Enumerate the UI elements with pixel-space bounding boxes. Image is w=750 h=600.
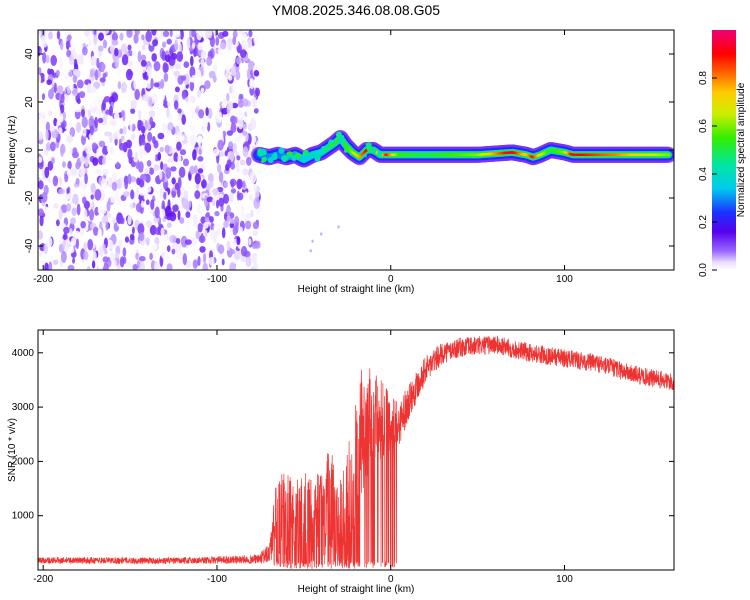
x-tick-label: 100 [556,274,573,285]
snr-panel: -200 -100 0 100 1000 2000 3000 4000 Height of … [7,329,675,595]
x-tick-label: -100 [207,574,227,585]
x-tick-label: -200 [33,574,53,585]
x-tick-label: -200 [33,274,53,285]
signal-blob [378,153,382,157]
signal-blob [273,152,278,157]
signal-blob [363,153,367,158]
snr-series-line [38,335,674,569]
signal-blob [371,149,376,154]
colorbar: 0.0 0.2 0.4 0.6 0.8 Normalized spectral ampl… [698,30,747,277]
signal-blob [337,137,343,143]
snr-line-layer [38,335,674,569]
spectrogram-x-ticks: -200 -100 0 100 [33,30,573,285]
x-tick-label: -100 [207,274,227,285]
colorbar-tick-label: 0.8 [698,71,709,85]
colorbar-label: Normalized spectral amplitude [736,82,747,217]
x-tick-label: 0 [388,574,394,585]
y-tick-label: 3000 [12,402,35,413]
colorbar-tick-label: 0.0 [698,263,709,277]
snr-y-ticks: 1000 2000 3000 4000 [12,348,674,522]
y-tick-label: -40 [24,238,35,253]
spectrogram-x-label: Height of straight line (km) [298,284,415,295]
signal-blob [286,154,291,159]
signal-blob [314,156,321,162]
y-tick-label: 40 [24,48,35,60]
signal-blob [336,131,342,138]
colorbar-tick-label: 0.4 [698,167,709,181]
signal-track-layer [250,130,674,168]
colorbar-gradient [712,30,736,270]
snr-y-label: SNR (10 * v/v) [7,418,18,482]
signal-blob [282,157,288,162]
noise-speckle-layer [38,30,340,270]
signal-blob [321,146,326,151]
y-tick-label: 1000 [12,511,35,522]
y-tick-label: 20 [24,96,35,108]
signal-blob [267,157,274,164]
signal-blob [341,135,345,139]
signal-blob [278,147,285,154]
colorbar-tick-label: 0.2 [698,215,709,229]
signal-blob [291,154,298,161]
colorbar-tick-label: 0.6 [698,119,709,133]
signal-blob [365,142,372,149]
spectrogram-y-ticks: -40 -20 0 20 40 [24,48,674,253]
signal-blob [329,142,334,147]
signal-blob [261,156,267,163]
y-tick-label: -20 [24,190,35,205]
x-tick-label: 100 [556,574,573,585]
colorbar-ticks: 0.0 0.2 0.4 0.6 0.8 [698,71,717,277]
signal-blob [259,149,263,154]
y-tick-label: 2000 [12,456,35,467]
signal-blob [302,152,307,156]
snr-x-ticks: -200 -100 0 100 [33,330,573,585]
x-tick-label: 0 [388,274,394,285]
chart-title: YM08.2025.346.08.08.G05 [272,2,440,18]
snr-frame [37,329,675,571]
y-tick-label: 0 [24,147,35,153]
y-tick-label: 4000 [12,348,35,359]
signal-blob [344,146,348,150]
signal-blob [328,139,335,146]
spectrogram-y-label: Frequency (Hz) [7,116,18,185]
snr-x-label: Height of straight line (km) [298,584,415,595]
